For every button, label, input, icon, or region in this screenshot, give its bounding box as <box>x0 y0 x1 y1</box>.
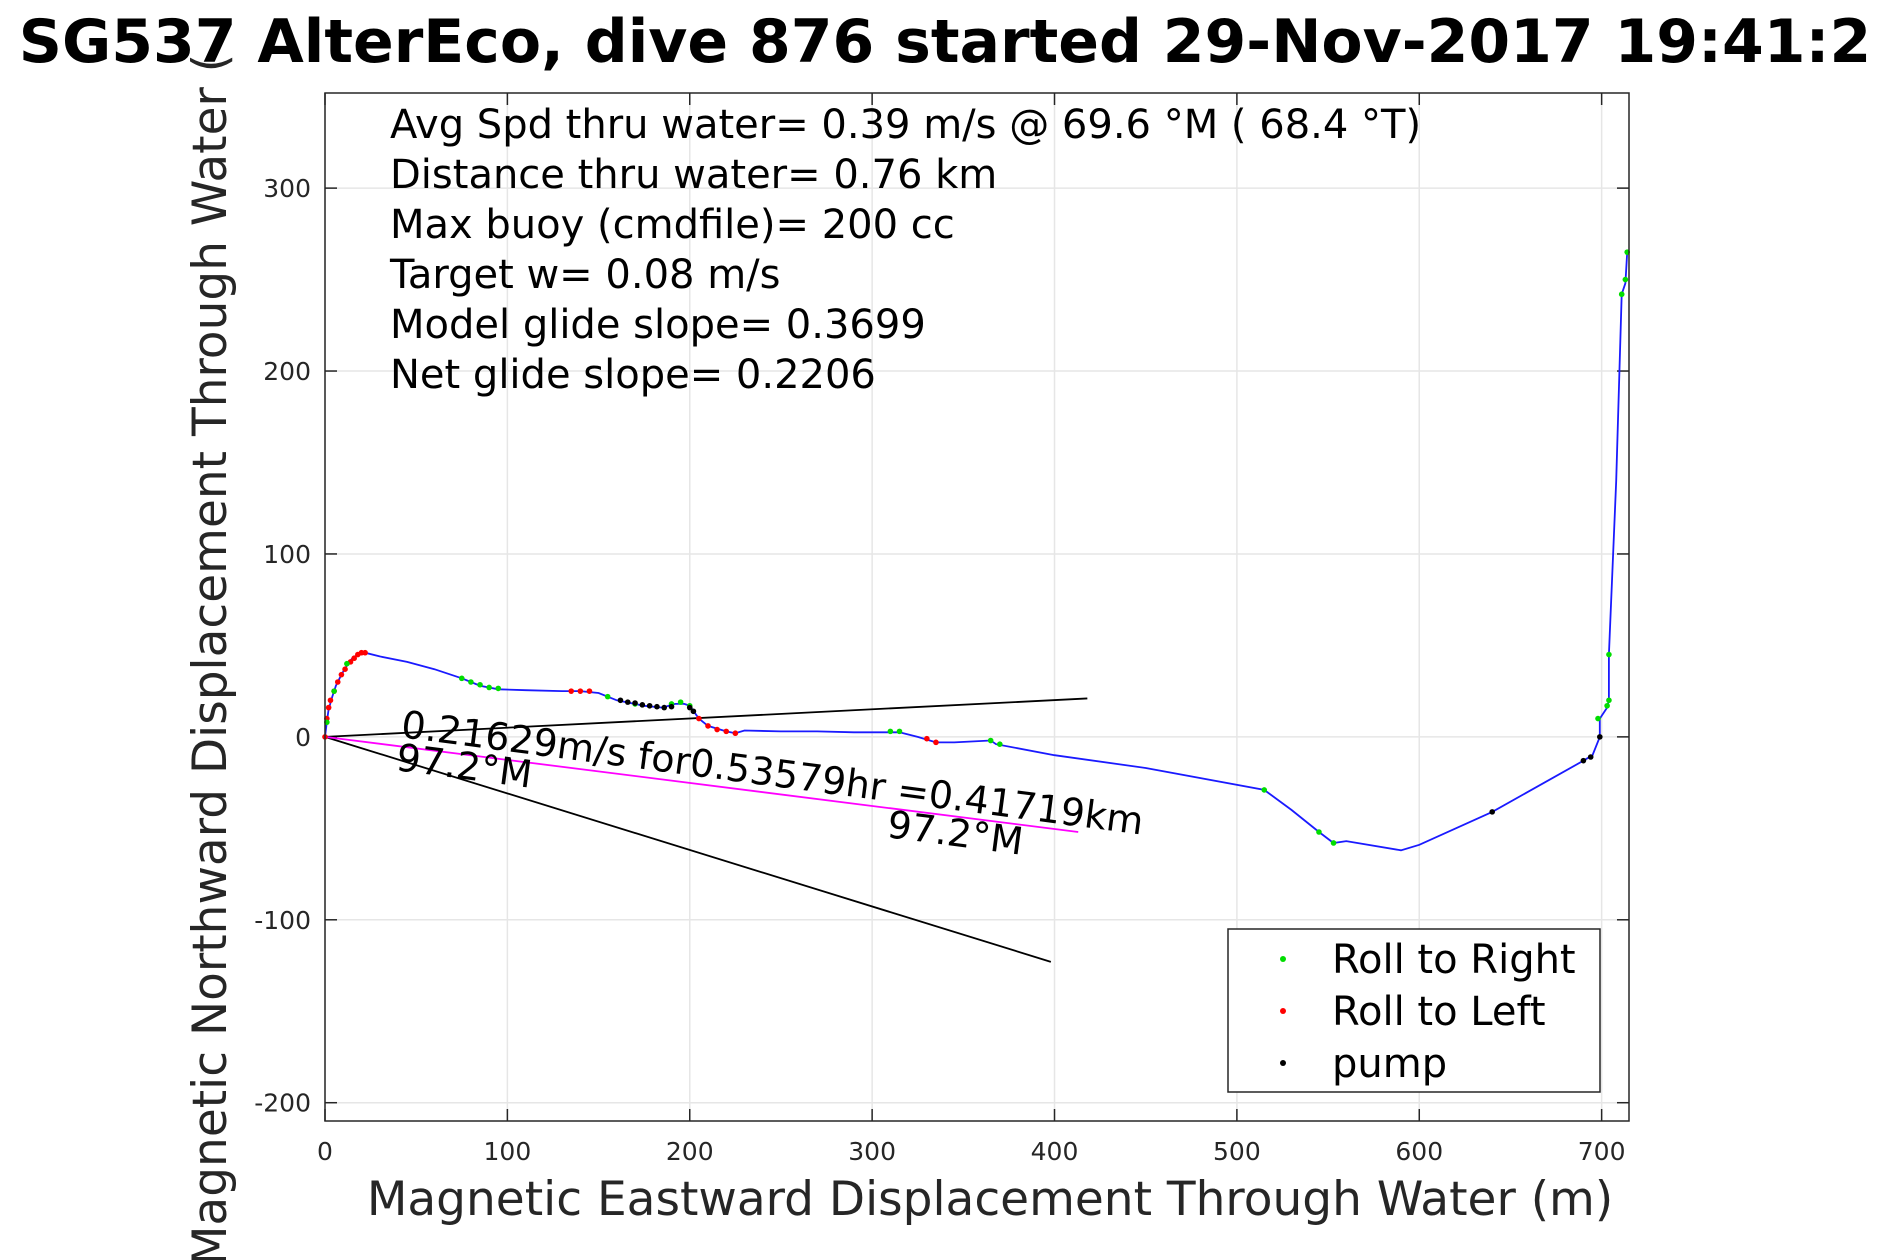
pump-point <box>668 703 675 710</box>
pump-point <box>654 703 660 710</box>
roll-right-point <box>996 741 1003 747</box>
pump-point <box>624 699 631 705</box>
legend-box <box>1227 928 1601 1093</box>
data-points <box>322 249 1630 846</box>
stat-line: Target w= 0.08 m/s <box>389 252 780 298</box>
roll-right-point <box>1622 276 1629 283</box>
stat-line: Avg Spd thru water= 0.39 m/s @ 69.6 °M (… <box>390 102 1421 148</box>
pump-point <box>639 702 646 708</box>
x-tick-label: 200 <box>666 1137 714 1166</box>
legend-marker-pump <box>1280 1060 1286 1066</box>
x-tick-label: 100 <box>484 1137 532 1166</box>
track <box>324 252 1629 852</box>
roll-left-point <box>732 730 739 737</box>
legend-marker-roll-right <box>1280 956 1286 962</box>
x-tick-label: 400 <box>1031 1137 1079 1166</box>
y-tick-label: 200 <box>263 357 311 386</box>
roll-right-point <box>344 660 350 667</box>
pump-point <box>617 697 624 704</box>
pump-point <box>686 704 693 711</box>
x-tick-label: 0 <box>317 1137 333 1166</box>
roll-left-point <box>568 688 575 694</box>
x-tick-label: 300 <box>848 1137 896 1166</box>
reference-lines <box>324 697 1088 963</box>
pump-point <box>690 708 697 715</box>
roll-right-point <box>468 679 474 685</box>
glide-line-lower <box>324 736 1052 963</box>
roll-right-point <box>987 737 994 744</box>
roll-right-point <box>1604 702 1610 709</box>
roll-right-point <box>486 684 492 691</box>
stats-text: Avg Spd thru water= 0.39 m/s @ 69.6 °M (… <box>389 102 1421 398</box>
y-tick-label: 300 <box>263 174 311 203</box>
stat-line: Net glide slope= 0.2206 <box>390 352 876 398</box>
pump-point <box>1580 757 1587 764</box>
pump-point <box>661 704 668 711</box>
roll-left-point <box>362 649 368 656</box>
y-tick-label: 100 <box>263 540 311 569</box>
stat-line: Distance thru water= 0.76 km <box>390 152 997 198</box>
legend-label: pump <box>1332 1041 1447 1087</box>
legend-label: Roll to Right <box>1332 937 1576 983</box>
roll-left-point <box>705 723 711 729</box>
x-axis-label: Magnetic Eastward Displacement Through W… <box>367 1172 1613 1227</box>
roll-left-point <box>933 739 939 746</box>
roll-left-point <box>696 715 702 722</box>
roll-right-point <box>677 699 684 705</box>
plot-frame <box>324 92 1630 1122</box>
legend-label: Roll to Left <box>1332 989 1546 1035</box>
grid <box>324 93 1629 1121</box>
pump-point <box>1587 754 1594 760</box>
y-axis-label: Magnetic Northward Displacement Through … <box>183 54 238 1260</box>
pump-point <box>1597 734 1603 740</box>
roll-right-point <box>1330 840 1337 846</box>
roll-left-point <box>351 655 357 662</box>
y-tick-label: -100 <box>254 906 311 935</box>
y-tick-label: 0 <box>295 723 311 752</box>
roll-left-point <box>334 679 341 685</box>
legend: Roll to Right Roll to Left pump <box>1227 928 1601 1093</box>
roll-right-point <box>1606 697 1612 704</box>
roll-right-point <box>477 681 483 688</box>
roll-right-point <box>1618 291 1625 298</box>
track-line <box>324 252 1629 852</box>
stat-line: Max buoy (cmdfile)= 200 cc <box>390 202 955 248</box>
roll-right-point <box>1261 787 1268 793</box>
roll-right-point <box>331 688 337 694</box>
roll-right-point <box>495 685 502 692</box>
roll-left-point <box>327 697 334 704</box>
x-tick-label: 700 <box>1578 1137 1626 1166</box>
roll-left-point <box>342 666 348 672</box>
chart-title: SG537 AlterEco, dive 876 started 29-Nov-… <box>19 7 1872 77</box>
roll-left-point <box>924 735 930 742</box>
roll-right-point <box>887 728 894 735</box>
stat-line: Model glide slope= 0.3699 <box>390 302 926 348</box>
roll-right-point <box>1606 651 1612 658</box>
roll-left-point <box>714 726 720 733</box>
legend-marker-roll-left <box>1280 1008 1286 1014</box>
pump-point <box>646 702 653 709</box>
roll-right-point <box>458 675 465 682</box>
glide-line-upper <box>324 697 1088 738</box>
axis-ticks: 0 100 200 300 400 500 600 700 -200 -100 0 100 200 300 <box>254 93 1629 1166</box>
pump-point <box>1489 809 1496 815</box>
roll-left-point <box>577 688 584 694</box>
current-line <box>324 735 1079 833</box>
roll-right-point <box>604 693 611 700</box>
x-tick-label: 500 <box>1213 1137 1261 1166</box>
roll-left-point <box>338 671 345 678</box>
roll-left-point <box>586 688 593 694</box>
roll-left-point <box>325 704 332 711</box>
x-tick-label: 600 <box>1395 1137 1443 1166</box>
y-tick-label: -200 <box>254 1089 311 1118</box>
roll-left-point <box>723 728 730 735</box>
roll-right-point <box>1595 715 1601 722</box>
pump-point <box>632 700 638 706</box>
roll-right-point <box>896 728 903 735</box>
roll-right-point <box>1316 829 1322 835</box>
